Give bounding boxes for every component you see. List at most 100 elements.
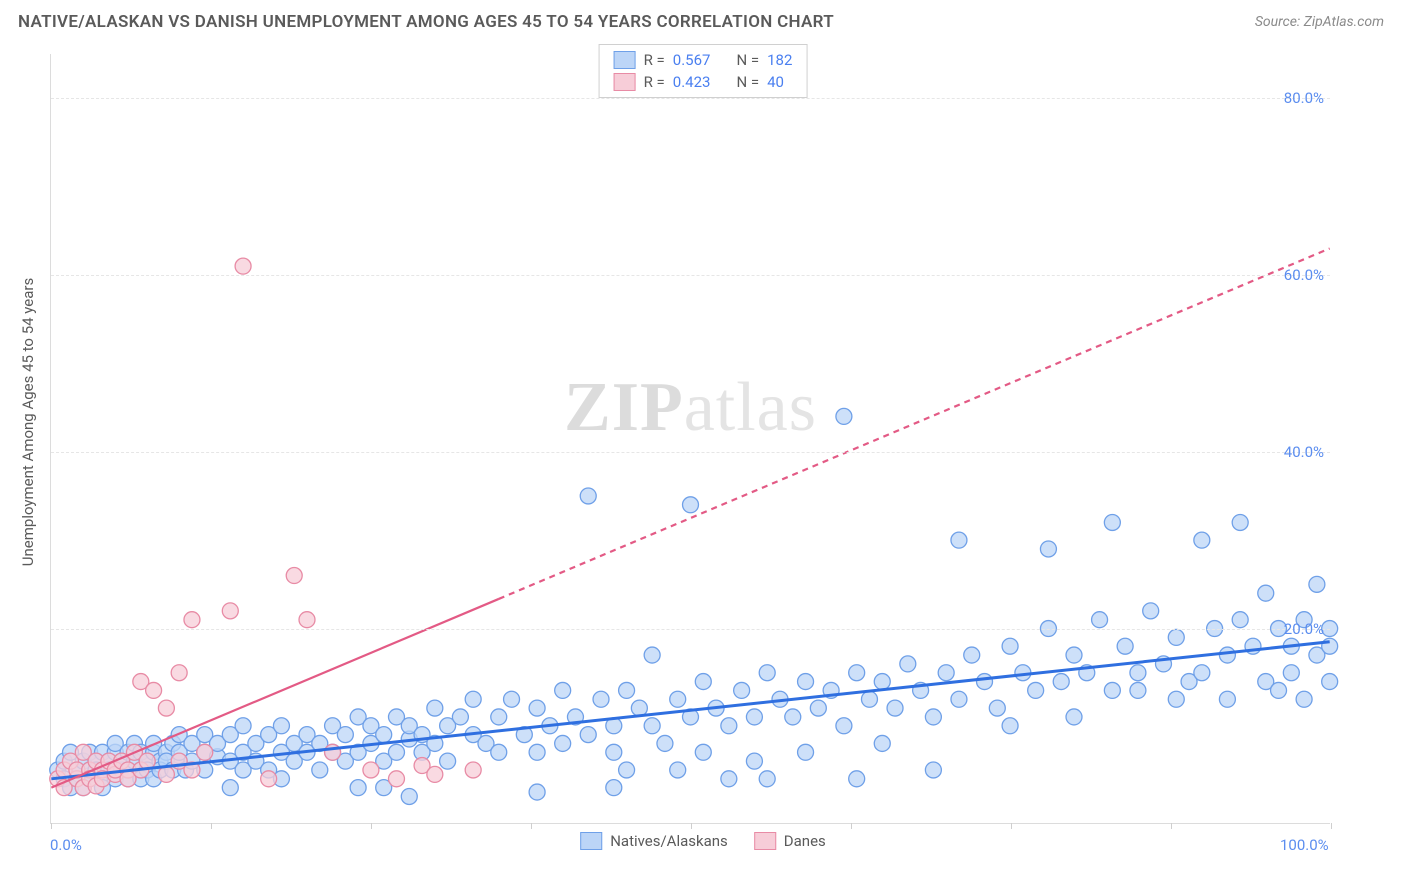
data-point [1271, 682, 1287, 698]
y-tick-label: 40.0% [1284, 443, 1324, 461]
data-point [644, 718, 660, 734]
series-legend: Natives/Alaskans Danes [580, 832, 826, 850]
data-point [785, 709, 801, 725]
data-point [670, 762, 686, 778]
x-tick [531, 823, 532, 829]
data-point [158, 700, 174, 716]
data-point [657, 735, 673, 751]
legend-label: Danes [784, 832, 826, 850]
chart-container: Unemployment Among Ages 45 to 54 years Z… [0, 42, 1406, 892]
trend-line [51, 599, 498, 788]
data-point [491, 744, 507, 760]
data-point [580, 727, 596, 743]
data-point [1066, 709, 1082, 725]
data-point [989, 700, 1005, 716]
data-point [337, 727, 353, 743]
x-tick [1171, 823, 1172, 829]
data-point [184, 612, 200, 628]
data-point [171, 665, 187, 681]
data-point [580, 488, 596, 504]
data-point [1283, 665, 1299, 681]
data-point [734, 682, 750, 698]
data-point [849, 771, 865, 787]
data-point [619, 682, 635, 698]
x-max-label: 100.0% [1280, 836, 1329, 854]
data-point [1168, 691, 1184, 707]
data-point [1130, 682, 1146, 698]
legend-r-value: 0.567 [673, 51, 711, 69]
data-point [977, 674, 993, 690]
data-point [1309, 576, 1325, 592]
legend-item: Natives/Alaskans [580, 832, 728, 850]
x-tick [371, 823, 372, 829]
x-tick [51, 823, 52, 829]
data-point [401, 788, 417, 804]
data-point [695, 744, 711, 760]
gridline [51, 452, 1330, 453]
chart-title: NATIVE/ALASKAN VS DANISH UNEMPLOYMENT AM… [18, 12, 834, 32]
data-point [1194, 532, 1210, 548]
x-tick [851, 823, 852, 829]
y-tick-label: 60.0% [1284, 266, 1324, 284]
x-min-label: 0.0% [50, 836, 82, 854]
data-point [312, 762, 328, 778]
legend-r-label: R = [644, 51, 665, 69]
data-point [440, 753, 456, 769]
x-tick [1011, 823, 1012, 829]
data-point [721, 771, 737, 787]
x-tick [691, 823, 692, 829]
data-point [861, 691, 877, 707]
legend-row: R =0.423N =40 [614, 71, 793, 93]
y-tick-label: 20.0% [1284, 620, 1324, 638]
data-point [836, 718, 852, 734]
data-point [1002, 638, 1018, 654]
data-point [1002, 718, 1018, 734]
data-point [964, 647, 980, 663]
data-point [670, 691, 686, 707]
data-point [644, 647, 660, 663]
data-point [1232, 514, 1248, 530]
data-point [606, 744, 622, 760]
legend-swatch [614, 51, 636, 69]
source-name: ZipAtlas.com [1304, 14, 1384, 30]
data-point [874, 735, 890, 751]
data-point [555, 735, 571, 751]
data-point [1143, 603, 1159, 619]
data-point [619, 762, 635, 778]
data-point [951, 691, 967, 707]
data-point [1053, 674, 1069, 690]
data-point [1104, 514, 1120, 530]
source-attribution: Source: ZipAtlas.com [1255, 14, 1384, 30]
data-point [465, 762, 481, 778]
gridline [51, 275, 1330, 276]
data-point [146, 682, 162, 698]
data-point [683, 497, 699, 513]
data-point [1258, 585, 1274, 601]
data-point [197, 744, 213, 760]
data-point [759, 665, 775, 681]
legend-n-value: 40 [767, 73, 784, 91]
data-point [1104, 682, 1120, 698]
data-point [759, 771, 775, 787]
data-point [798, 744, 814, 760]
data-point [222, 780, 238, 796]
data-point [1296, 691, 1312, 707]
data-point [606, 780, 622, 796]
data-point [376, 727, 392, 743]
data-point [938, 665, 954, 681]
data-point [1117, 638, 1133, 654]
data-point [1130, 665, 1146, 681]
data-point [465, 691, 481, 707]
data-point [849, 665, 865, 681]
data-point [746, 709, 762, 725]
y-tick-label: 80.0% [1284, 89, 1324, 107]
data-point [951, 532, 967, 548]
data-point [746, 753, 762, 769]
data-point [286, 568, 302, 584]
data-point [529, 744, 545, 760]
scatter-plot-svg [51, 54, 1330, 823]
x-tick [211, 823, 212, 829]
legend-label: Natives/Alaskans [610, 832, 728, 850]
data-point [1219, 647, 1235, 663]
gridline [51, 98, 1330, 99]
